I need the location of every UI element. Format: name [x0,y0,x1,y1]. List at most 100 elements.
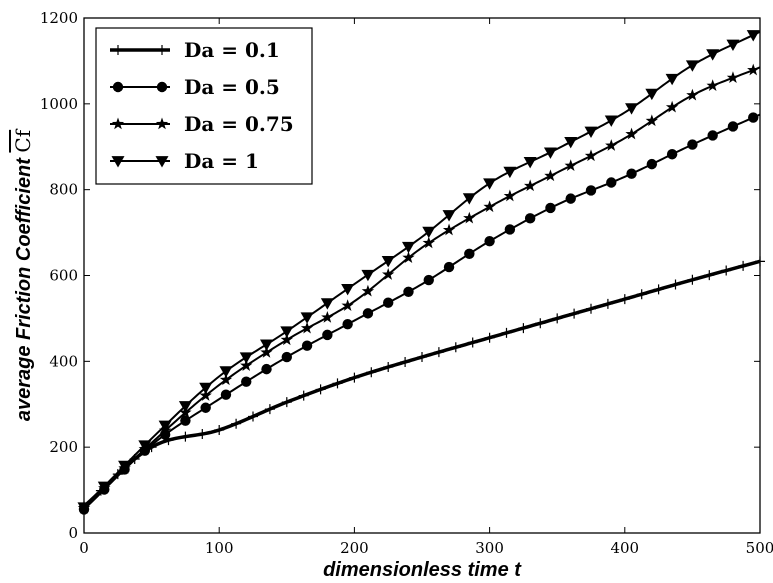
data-point [727,121,739,132]
data-point [738,260,749,271]
y-tick-label: 400 [49,352,78,370]
data-point [403,286,414,297]
data-point [298,390,309,401]
data-point [747,63,760,76]
legend-marker [112,81,124,93]
legend-marker [156,81,168,93]
legend: Da = 0.1 Da = 0.5 Da = 0.75 Da = 1 [95,27,313,185]
data-point [300,312,314,324]
data-point [442,223,456,236]
data-point [602,298,613,309]
data-point [535,318,546,329]
x-tick-label: 300 [475,539,504,557]
legend-marker [113,45,123,55]
data-point [625,103,639,115]
legend-item: Da = 0.1 [110,38,280,62]
data-point [503,166,517,179]
legend-label: Da = 0.5 [184,75,280,99]
data-point [341,283,355,296]
legend-label: Da = 1 [184,149,259,173]
data-point [341,299,354,311]
legend-marker [155,117,169,130]
data-point [619,294,630,305]
data-point [260,339,274,351]
data-point [543,147,557,159]
data-point [315,384,326,395]
data-point [686,88,699,101]
data-point [231,418,242,429]
y-tick-label: 800 [49,181,78,199]
data-point [645,88,659,101]
x-tick-label: 100 [205,539,234,557]
data-point [301,340,313,351]
data-point [248,411,258,422]
data-point [401,241,415,254]
data-point [626,168,637,179]
data-point [241,376,252,387]
data-point [463,211,476,224]
x-tick-label: 500 [746,539,773,557]
data-point [586,303,596,314]
data-point [178,401,192,413]
data-point [464,248,475,259]
data-point [423,274,434,286]
data-point [726,71,740,84]
data-point [180,431,191,442]
data-point [118,460,132,473]
data-point [565,193,576,204]
data-point [707,130,718,141]
data-point [417,352,427,363]
y-tick-label: 200 [49,438,78,456]
data-point [261,363,272,375]
data-point [322,329,333,341]
data-point [443,261,455,273]
data-point [400,357,411,368]
legend-marker [111,117,125,130]
data-point [362,308,374,319]
legend-label: Da = 0.75 [184,112,294,136]
data-point [361,284,375,297]
data-point [220,389,232,400]
y-tick-label: 0 [68,524,78,542]
data-point [523,156,537,169]
data-point [483,200,496,213]
data-point [239,352,253,364]
data-point [585,185,597,196]
data-point [462,193,476,205]
data-point [685,60,699,72]
data-point [545,202,556,214]
legend-box [95,27,313,185]
data-point [569,308,580,319]
data-point [442,210,456,222]
x-tick-label: 400 [610,539,639,557]
series-line [83,30,761,508]
data-point [665,100,679,113]
data-point [361,269,375,282]
data-point [197,429,208,440]
data-point [433,347,444,358]
data-point [467,337,478,348]
data-point [605,139,618,151]
data-point [625,127,638,140]
data-point [653,284,664,295]
data-point [422,236,435,249]
series-line [83,66,761,509]
data-point [501,327,512,338]
data-point [158,420,172,432]
legend-marker [157,45,167,55]
axis-ticks: 0 100 200 300 400 500 0 200 400 600 800 1000 1200 [40,9,773,557]
data-point [342,318,353,330]
data-point [726,39,740,51]
data-point [214,425,225,435]
data-point [349,372,360,383]
y-axis-label: average Friction Coefficient Cf [11,128,35,421]
legend-marker [111,156,125,168]
series-1 [79,256,765,512]
data-point [665,73,679,86]
plot-area [77,30,765,515]
data-point [200,402,211,413]
data-point [706,49,720,61]
data-point [584,126,598,138]
